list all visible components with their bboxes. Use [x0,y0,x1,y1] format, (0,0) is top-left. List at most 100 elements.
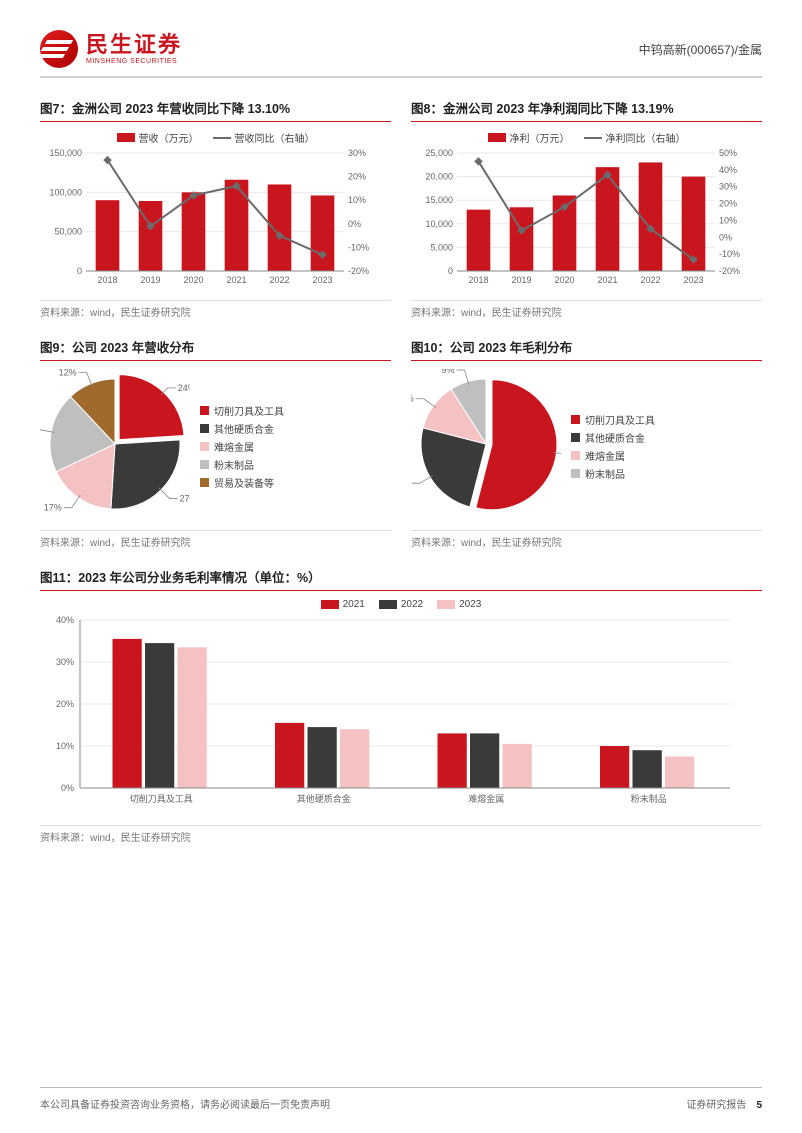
svg-text:12%: 12% [59,369,77,377]
svg-text:17%: 17% [44,503,62,513]
svg-text:30%: 30% [56,657,74,667]
svg-text:2018: 2018 [468,275,488,285]
figure-9-title: 图9：公司 2023 年营收分布 [40,337,391,361]
svg-text:2023: 2023 [683,275,703,285]
svg-text:0%: 0% [61,783,74,793]
svg-text:2021: 2021 [226,275,246,285]
footer-page: 5 [756,1100,762,1111]
svg-text:0%: 0% [348,219,361,229]
figure-9-chart: 24%27%17%20%12% [40,369,190,524]
svg-text:-20%: -20% [348,266,369,276]
figure-7-chart: 0 50,000 100,000 150,000 -20% -10% 0% 10% 20% 30%… [40,149,391,294]
figure-8-source: 资料来源：wind，民生证券研究院 [411,300,762,319]
pie-legend-item: 粉末制品 [200,457,284,472]
figure-10-chart: 54%25%12%9% [411,369,561,524]
svg-text:切削刀具及工具: 切削刀具及工具 [130,793,193,804]
figure-8-legend-bar: 净利（万元） [510,130,570,145]
svg-text:15,000: 15,000 [425,195,453,205]
legend-item: 2023 [437,599,481,610]
svg-text:20%: 20% [348,172,366,182]
pie-legend-item: 粉末制品 [571,466,655,481]
figure-11-panel: 图11：2023 年公司分业务毛利率情况（单位：%） 202120222023 … [40,567,762,844]
figure-7-legend: 营收（万元） 营收同比（右轴） [40,130,391,145]
svg-text:150,000: 150,000 [49,149,82,158]
svg-text:2019: 2019 [511,275,531,285]
svg-text:5,000: 5,000 [430,242,453,252]
svg-text:-20%: -20% [719,266,740,276]
pie-legend-item: 贸易及装备等 [200,475,284,490]
figure-9-source: 资料来源：wind，民生证券研究院 [40,530,391,549]
figure-10-source: 资料来源：wind，民生证券研究院 [411,530,762,549]
svg-text:10%: 10% [56,741,74,751]
figure-9-panel: 图9：公司 2023 年营收分布 24%27%17%20%12% 切削刀具及工具… [40,337,391,549]
page-footer: 本公司具备证券投资咨询业务资格，请务必阅读最后一页免责声明 证券研究报告 5 [40,1087,762,1111]
svg-text:2022: 2022 [269,275,289,285]
pie-legend-item: 切削刀具及工具 [571,412,655,427]
logo-icon [40,30,78,68]
svg-text:50,000: 50,000 [54,227,82,237]
svg-text:-10%: -10% [348,242,369,252]
pie-legend-item: 其他硬质合金 [200,421,284,436]
svg-text:难熔金属: 难熔金属 [468,793,504,804]
figure-11-chart: 0% 10% 20% 30% 40% 切削刀具及工具 其他硬质合金 难熔金属 粉末制品 [40,614,762,819]
pie-legend-item: 其他硬质合金 [571,430,655,445]
svg-text:20,000: 20,000 [425,172,453,182]
figure-7-source: 资料来源：wind，民生证券研究院 [40,300,391,319]
figure-8-title: 图8：金洲公司 2023 年净利润同比下降 13.19% [411,98,762,122]
pie-legend-item: 难熔金属 [200,439,284,454]
svg-text:2020: 2020 [554,275,574,285]
pie-legend-item: 切削刀具及工具 [200,403,284,418]
figure-7-panel: 图7：金洲公司 2023 年营收同比下降 13.10% 营收（万元） 营收同比（… [40,98,391,319]
figure-7-legend-bar: 营收（万元） [139,130,199,145]
footer-left: 本公司具备证券投资咨询业务资格，请务必阅读最后一页免责声明 [40,1096,330,1111]
figure-11-title: 图11：2023 年公司分业务毛利率情况（单位：%） [40,567,762,591]
svg-text:10%: 10% [348,195,366,205]
svg-text:24%: 24% [178,383,190,393]
figure-9-legend: 切削刀具及工具其他硬质合金难熔金属粉末制品贸易及装备等 [200,400,284,493]
svg-text:100,000: 100,000 [49,187,82,197]
svg-text:10%: 10% [719,215,737,225]
svg-text:2021: 2021 [597,275,617,285]
logo-text-en: MINSHENG SECURITIES [86,58,182,65]
svg-text:50%: 50% [719,149,737,158]
figure-8-legend-line: 净利同比（右轴） [606,130,686,145]
svg-text:0: 0 [77,266,82,276]
svg-text:40%: 40% [56,615,74,625]
figure-7-legend-line: 营收同比（右轴） [235,130,315,145]
svg-text:20%: 20% [56,699,74,709]
svg-text:2018: 2018 [97,275,117,285]
svg-text:2022: 2022 [640,275,660,285]
figure-10-panel: 图10：公司 2023 年毛利分布 54%25%12%9% 切削刀具及工具其他硬… [411,337,762,549]
figure-8-chart: 05,00010,00015,00020,00025,000-20%-10%0%… [411,149,762,294]
pie-legend-item: 难熔金属 [571,448,655,463]
logo: 民生证券 MINSHENG SECURITIES [40,30,182,68]
figure-7-title: 图7：金洲公司 2023 年营收同比下降 13.10% [40,98,391,122]
svg-text:30%: 30% [719,182,737,192]
svg-text:0: 0 [448,266,453,276]
logo-text-cn: 民生证券 [86,34,182,56]
svg-text:10,000: 10,000 [425,219,453,229]
svg-text:2020: 2020 [183,275,203,285]
svg-text:粉末制品: 粉末制品 [631,793,667,804]
svg-text:其他硬质合金: 其他硬质合金 [297,793,351,804]
figure-11-legend: 2021 2022 2023 [40,599,762,610]
svg-text:27%: 27% [179,493,190,503]
svg-text:40%: 40% [719,165,737,175]
svg-text:12%: 12% [411,394,414,404]
svg-text:20%: 20% [719,199,737,209]
svg-text:2023: 2023 [312,275,332,285]
svg-text:30%: 30% [348,149,366,158]
figure-8-panel: 图8：金洲公司 2023 年净利润同比下降 13.19% 净利（万元） 净利同比… [411,98,762,319]
footer-right: 证券研究报告 [686,1100,746,1111]
figure-10-legend: 切削刀具及工具其他硬质合金难熔金属粉末制品 [571,409,655,484]
figure-11-source: 资料来源：wind，民生证券研究院 [40,825,762,844]
legend-item: 2022 [379,599,423,610]
page-header: 民生证券 MINSHENG SECURITIES 中钨高新(000657)/金属 [40,30,762,78]
figure-8-legend: 净利（万元） 净利同比（右轴） [411,130,762,145]
legend-item: 2021 [321,599,365,610]
svg-text:2019: 2019 [140,275,160,285]
header-right: 中钨高新(000657)/金属 [639,41,762,58]
svg-text:-10%: -10% [719,249,740,259]
figure-10-title: 图10：公司 2023 年毛利分布 [411,337,762,361]
svg-text:0%: 0% [719,232,732,242]
